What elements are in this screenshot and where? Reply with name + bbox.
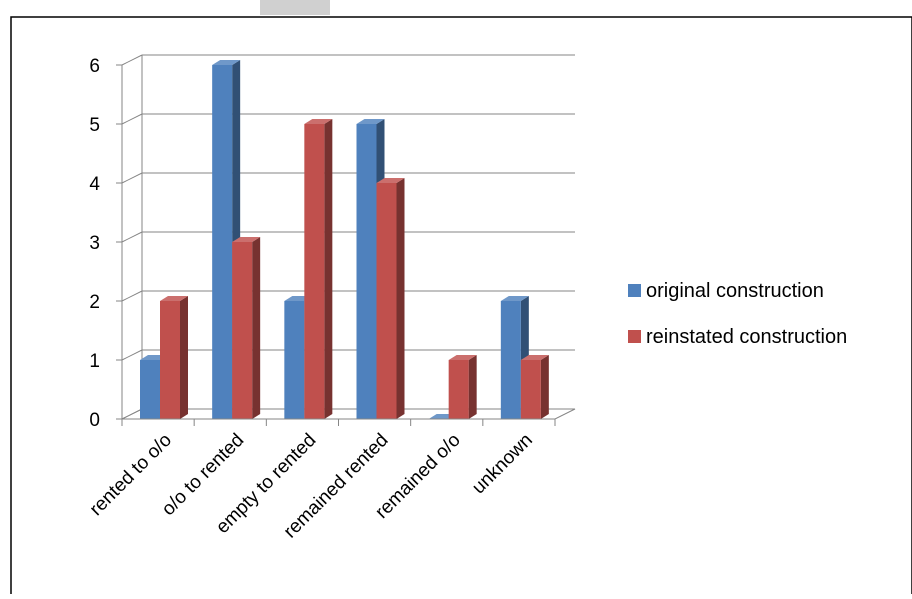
legend: original construction reinstated construc… xyxy=(628,280,847,348)
legend-swatch xyxy=(628,284,641,297)
gridline-side xyxy=(121,113,143,125)
bar-front xyxy=(160,301,180,419)
legend-entry: original construction xyxy=(628,280,824,302)
y-tick-label: 4 xyxy=(89,174,100,195)
bar-front xyxy=(304,124,325,419)
legend-label: reinstated construction xyxy=(646,326,847,348)
bar-front xyxy=(500,301,521,419)
y-tick-label: 1 xyxy=(89,351,100,372)
bar-top xyxy=(376,178,405,183)
bar-top xyxy=(212,60,241,65)
y-tick-label: 3 xyxy=(89,233,100,254)
bar-front xyxy=(448,360,469,419)
bar-side xyxy=(180,296,188,419)
bar xyxy=(160,296,188,419)
bar-side xyxy=(252,237,261,419)
bar-front xyxy=(140,360,160,419)
gridline-side xyxy=(121,172,143,184)
y-tick-label: 2 xyxy=(89,292,100,313)
bar-side xyxy=(540,355,549,419)
bar-top xyxy=(160,296,188,301)
bar-side xyxy=(324,119,333,419)
legend-label: original construction xyxy=(646,280,824,302)
gridline-side xyxy=(121,54,143,66)
y-axis: 0 1 2 3 4 5 6 xyxy=(89,56,123,431)
legend-entry: reinstated construction xyxy=(628,326,847,348)
legend-swatch xyxy=(628,330,641,343)
gridline-side xyxy=(121,231,143,243)
bar-top xyxy=(520,355,549,360)
chart-border xyxy=(10,16,912,599)
bar-front xyxy=(284,301,305,419)
bar-top xyxy=(304,119,333,124)
bar-side xyxy=(396,178,405,419)
y-tick-label: 6 xyxy=(89,56,100,77)
bar-top xyxy=(500,296,529,301)
bar xyxy=(376,178,405,419)
y-tick-label: 0 xyxy=(89,410,100,431)
bar-top xyxy=(232,237,261,242)
bars xyxy=(140,60,549,419)
bar xyxy=(448,355,477,419)
bar xyxy=(232,237,261,419)
gridline-side xyxy=(121,349,143,361)
bar-side xyxy=(468,355,477,419)
bar xyxy=(304,119,333,419)
bar-front xyxy=(232,242,253,419)
bar-top xyxy=(448,355,477,360)
bar-top xyxy=(356,119,385,124)
bar xyxy=(520,355,549,419)
bar-front xyxy=(376,183,397,419)
gridline-side xyxy=(121,408,143,420)
y-tick-label: 5 xyxy=(89,115,100,136)
bar-front xyxy=(356,124,377,419)
gridline-side xyxy=(121,290,143,302)
bar-front xyxy=(520,360,541,419)
cropped-title-fragment xyxy=(260,0,330,15)
bar-front xyxy=(212,65,233,419)
